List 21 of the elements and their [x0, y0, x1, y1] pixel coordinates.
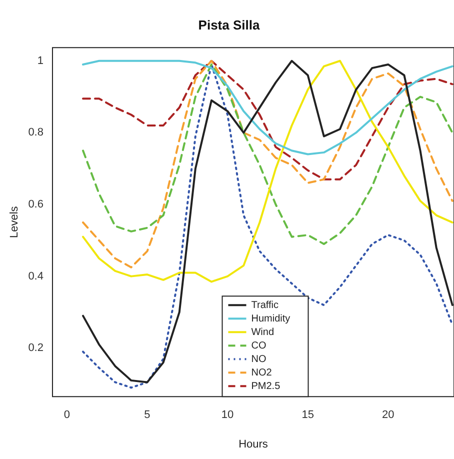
x-axis-title: Hours: [238, 438, 268, 450]
legend-label: NO2: [251, 367, 272, 378]
x-tick-label: 10: [221, 409, 234, 422]
legend-label: NO: [251, 354, 266, 365]
legend-label: Traffic: [251, 300, 278, 311]
y-tick-label: 0.4: [28, 270, 44, 282]
y-tick-label: 0.6: [28, 198, 44, 211]
x-tick-label: 0: [64, 409, 70, 422]
x-tick-label: 20: [382, 409, 394, 422]
x-tick-label: 15: [302, 409, 314, 422]
x-tick-label: 5: [144, 409, 150, 422]
legend-label: PM2.5: [251, 380, 281, 392]
y-tick-label: 0.8: [28, 126, 44, 139]
y-tick-label: 0.2: [28, 342, 44, 354]
legend-label: Wind: [251, 326, 274, 338]
legend-label: CO: [251, 340, 266, 352]
line-series: [82, 60, 454, 180]
chart-title: Pista Silla: [198, 17, 260, 32]
y-tick-label: 1: [37, 54, 44, 67]
legend-label: Humidity: [251, 313, 290, 324]
y-axis-title: Levels: [8, 206, 21, 238]
